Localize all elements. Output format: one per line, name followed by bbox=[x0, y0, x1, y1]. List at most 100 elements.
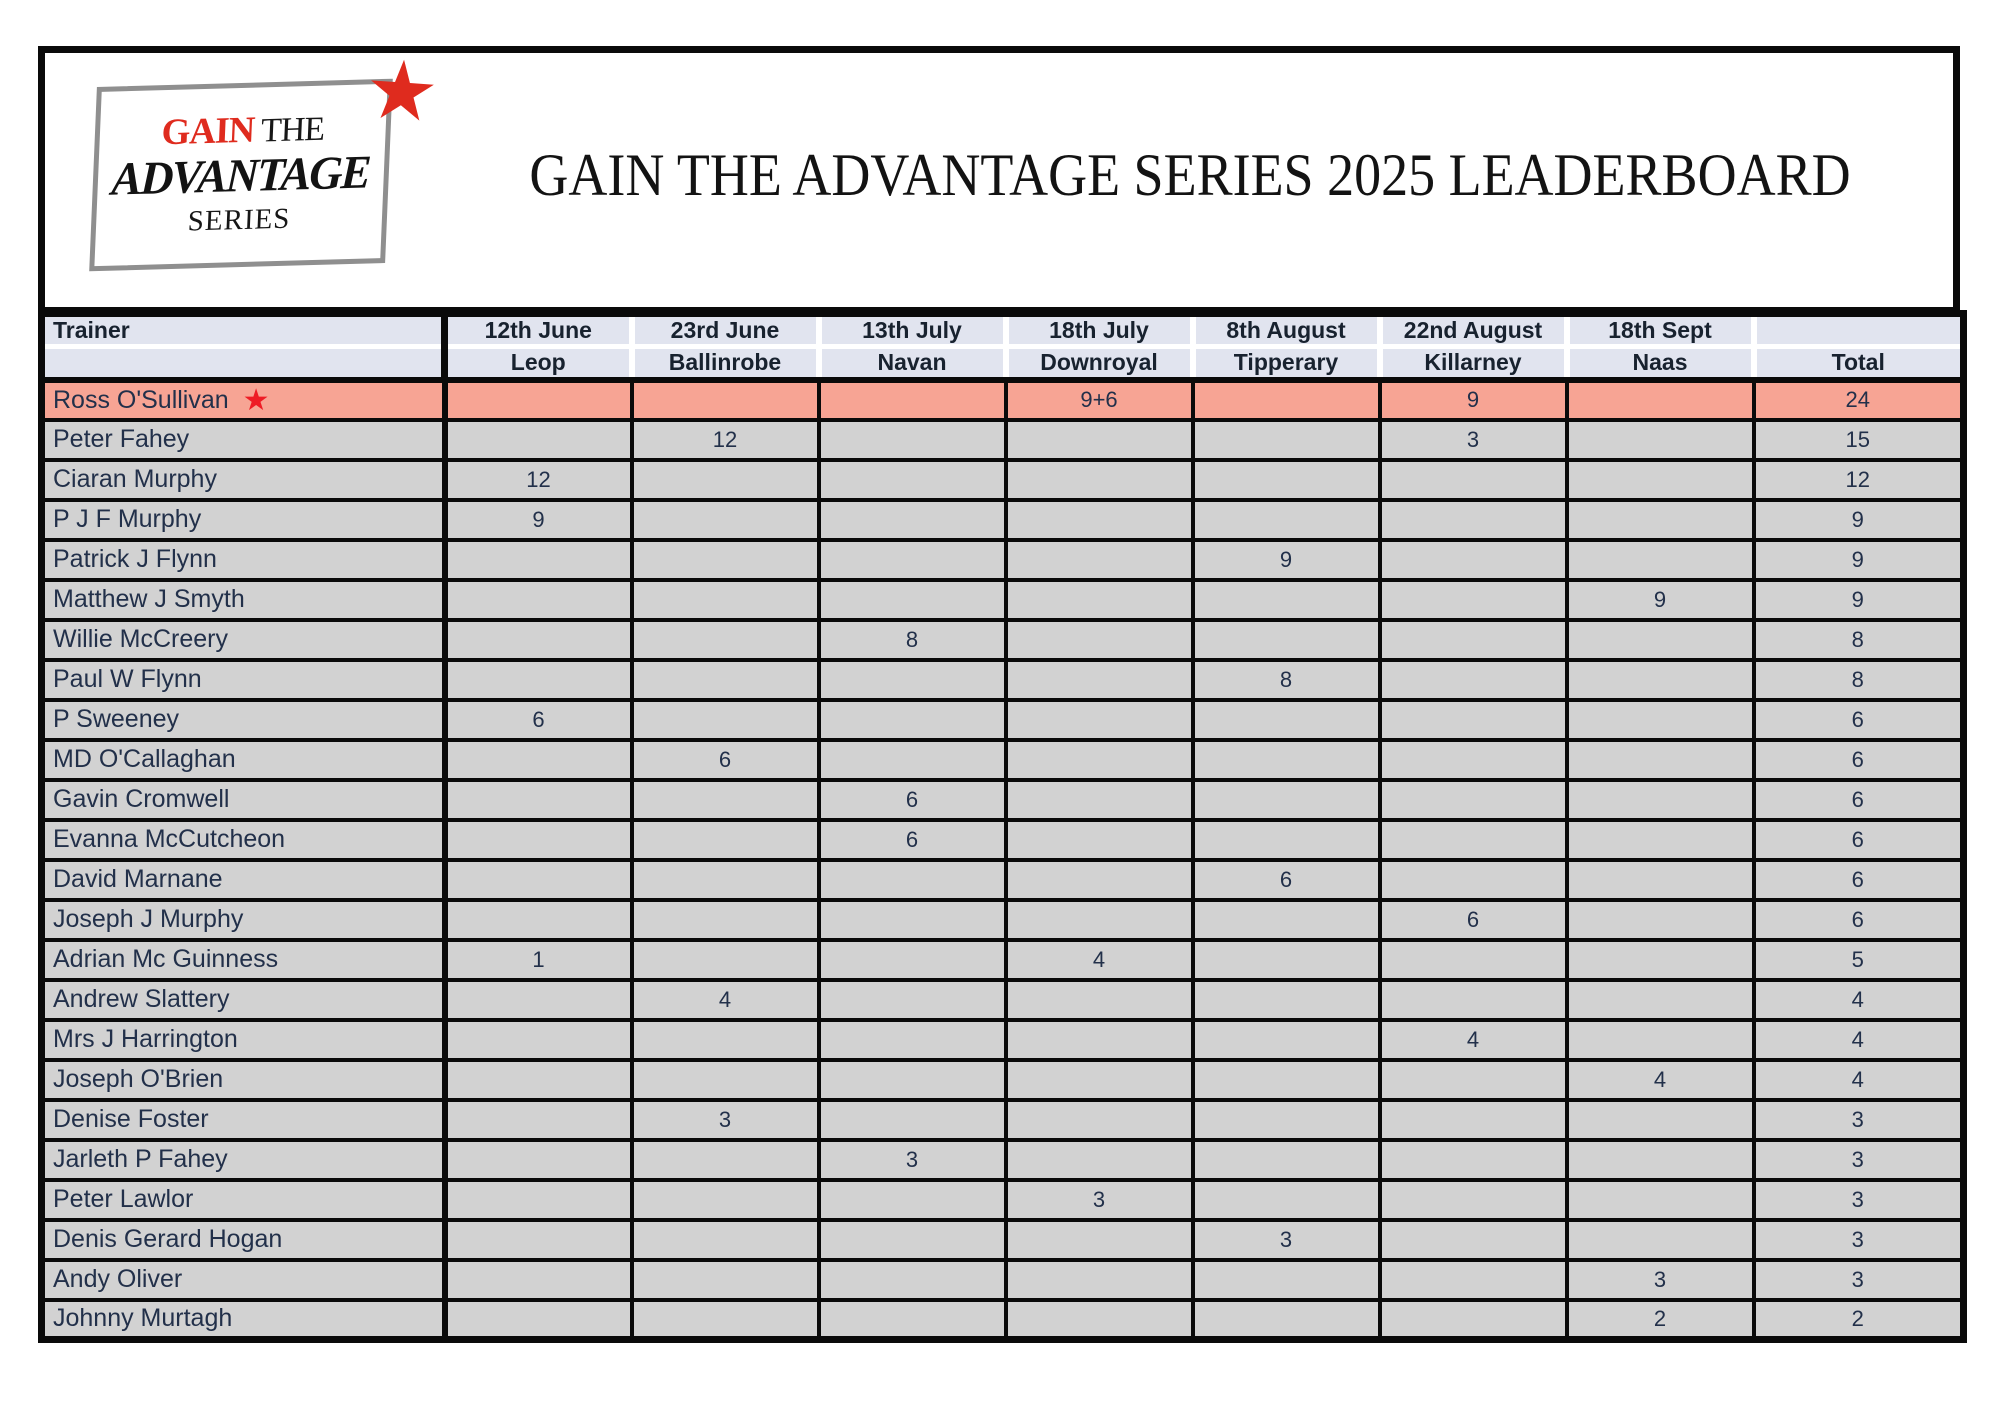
points-cell bbox=[629, 697, 821, 742]
points-cell: 6 bbox=[816, 817, 1008, 862]
logo-line-gain-the: GAIN THE bbox=[161, 110, 325, 154]
points-cell bbox=[816, 897, 1008, 942]
points-cell bbox=[1190, 457, 1382, 502]
points-cell bbox=[442, 857, 634, 902]
points-cell bbox=[629, 1177, 821, 1222]
total-cell: 24 bbox=[1751, 377, 1966, 422]
table-row: Patrick J Flynn 9 9 bbox=[39, 537, 1966, 582]
column-header-venue: Tipperary bbox=[1189, 346, 1380, 383]
total-cell: 3 bbox=[1751, 1217, 1966, 1262]
points-cell bbox=[1190, 417, 1382, 462]
points-cell bbox=[1564, 697, 1756, 742]
table-row: David Marnane 6 6 bbox=[39, 857, 1966, 902]
trainer-name-cell: Andrew Slattery bbox=[39, 977, 448, 1022]
table-row: Andy Oliver 3 3 bbox=[39, 1257, 1966, 1302]
trainer-name-cell: David Marnane bbox=[39, 857, 448, 902]
trainer-name: Denise Foster bbox=[53, 1105, 209, 1133]
trainer-name: Paul W Flynn bbox=[53, 665, 202, 693]
points-cell bbox=[1190, 697, 1382, 742]
points-cell bbox=[442, 777, 634, 822]
points-cell: 6 bbox=[1377, 897, 1569, 942]
column-header-date: 18th Sept bbox=[1563, 313, 1754, 349]
points-cell: 4 bbox=[1564, 1057, 1756, 1102]
logo-word-series: SERIES bbox=[187, 202, 292, 238]
points-cell bbox=[816, 737, 1008, 782]
points-cell bbox=[816, 497, 1008, 542]
points-cell bbox=[816, 377, 1008, 422]
table-row: Evanna McCutcheon 6 6 bbox=[39, 817, 1966, 862]
points-cell bbox=[1003, 897, 1195, 942]
points-cell bbox=[1003, 1017, 1195, 1062]
leader-star-icon: ★ bbox=[242, 383, 270, 417]
points-cell bbox=[1564, 737, 1756, 782]
points-cell bbox=[629, 937, 821, 982]
column-header-trainer: Trainer bbox=[41, 313, 448, 349]
points-cell bbox=[1564, 897, 1756, 942]
points-cell bbox=[629, 1137, 821, 1182]
trainer-name-cell: Ross O'Sullivan ★ bbox=[39, 377, 448, 422]
total-cell: 3 bbox=[1751, 1257, 1966, 1302]
total-cell: 6 bbox=[1751, 697, 1966, 742]
points-cell: 4 bbox=[1377, 1017, 1569, 1062]
trainer-name: Gavin Cromwell bbox=[53, 785, 230, 813]
table-row: P J F Murphy 9 9 bbox=[39, 497, 1966, 542]
points-cell bbox=[629, 1297, 821, 1342]
points-cell bbox=[629, 577, 821, 622]
trainer-name-cell: P Sweeney bbox=[39, 697, 448, 742]
trainer-name: Adrian Mc Guinness bbox=[53, 945, 279, 973]
points-cell bbox=[442, 977, 634, 1022]
points-cell bbox=[816, 697, 1008, 742]
points-cell bbox=[1003, 1217, 1195, 1262]
trainer-name: Evanna McCutcheon bbox=[53, 825, 286, 853]
points-cell bbox=[816, 1297, 1008, 1342]
trainer-name: Denis Gerard Hogan bbox=[53, 1225, 283, 1253]
logo-word-advantage: ADVANTAGE bbox=[110, 146, 371, 206]
points-cell bbox=[1190, 617, 1382, 662]
column-header-date: 22nd August bbox=[1376, 313, 1567, 349]
points-cell bbox=[442, 1137, 634, 1182]
table-row: Paul W Flynn 8 8 bbox=[39, 657, 1966, 702]
leaderboard-table: Trainer 12th June 23rd June 13th July 18th J… bbox=[38, 310, 1967, 1343]
trainer-name: David Marnane bbox=[53, 865, 223, 893]
points-cell bbox=[816, 1257, 1008, 1302]
trainer-name: Johnny Murtagh bbox=[53, 1304, 233, 1333]
points-cell bbox=[1003, 657, 1195, 702]
points-cell bbox=[1190, 1057, 1382, 1102]
trainer-name: Patrick J Flynn bbox=[53, 545, 217, 573]
points-cell bbox=[1190, 1257, 1382, 1302]
trainer-name-cell: P J F Murphy bbox=[39, 497, 448, 542]
total-cell: 6 bbox=[1751, 857, 1966, 902]
points-cell bbox=[1190, 1177, 1382, 1222]
points-cell bbox=[629, 897, 821, 942]
points-cell bbox=[816, 657, 1008, 702]
points-cell: 4 bbox=[629, 977, 821, 1022]
total-cell: 3 bbox=[1751, 1177, 1966, 1222]
trainer-name: MD O'Callaghan bbox=[53, 745, 236, 773]
points-cell bbox=[1564, 1097, 1756, 1142]
points-cell bbox=[1377, 1297, 1569, 1342]
table-row: Jarleth P Fahey 3 3 bbox=[39, 1137, 1966, 1182]
points-cell bbox=[816, 1217, 1008, 1262]
points-cell bbox=[629, 777, 821, 822]
points-cell: 8 bbox=[816, 617, 1008, 662]
points-cell bbox=[1003, 497, 1195, 542]
logo-word-the: THE bbox=[253, 110, 325, 150]
column-header-venue: Downroyal bbox=[1002, 346, 1193, 383]
total-cell: 3 bbox=[1751, 1097, 1966, 1142]
points-cell bbox=[816, 577, 1008, 622]
points-cell bbox=[816, 857, 1008, 902]
points-cell bbox=[1003, 457, 1195, 502]
trainer-name-cell: Willie McCreery bbox=[39, 617, 448, 662]
table-row: MD O'Callaghan 6 6 bbox=[39, 737, 1966, 782]
points-cell bbox=[1377, 457, 1569, 502]
points-cell: 9 bbox=[1190, 537, 1382, 582]
points-cell bbox=[816, 537, 1008, 582]
points-cell bbox=[1377, 1217, 1569, 1262]
points-cell: 9+6 bbox=[1003, 377, 1195, 422]
points-cell bbox=[1377, 977, 1569, 1022]
points-cell bbox=[629, 457, 821, 502]
points-cell: 12 bbox=[442, 457, 634, 502]
trainer-name-cell: Johnny Murtagh bbox=[39, 1297, 448, 1342]
points-cell bbox=[816, 977, 1008, 1022]
points-cell bbox=[1564, 617, 1756, 662]
